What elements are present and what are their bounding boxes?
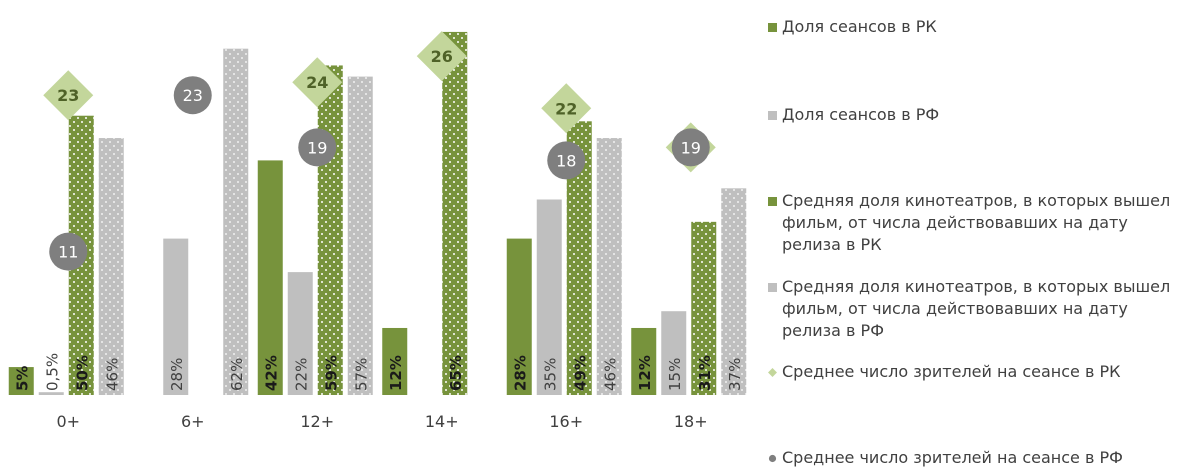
marker (292, 57, 343, 108)
legend-item: Средняя доля кинотеатров, в которых выше… (766, 190, 1178, 256)
value-label: 42% (262, 355, 280, 391)
x-tick-label: 6+ (181, 412, 205, 431)
value-label: 18 (556, 151, 576, 170)
bar (347, 76, 373, 395)
bar (442, 31, 468, 396)
x-tick-label: 0+ (56, 412, 80, 431)
value-label: 23 (183, 86, 203, 105)
legend-swatch (768, 23, 777, 32)
value-label: 46% (601, 358, 619, 391)
value-label: 12% (387, 355, 405, 391)
value-label: 24 (306, 73, 328, 92)
bar (287, 272, 313, 395)
value-label: 19 (681, 138, 701, 157)
legend-swatch (768, 197, 777, 206)
x-tick-label: 14+ (425, 412, 459, 431)
bar (8, 367, 34, 395)
value-label: 22 (555, 99, 577, 118)
value-label: 35% (541, 358, 559, 391)
legend-swatch (768, 283, 777, 292)
value-label: 37% (726, 358, 744, 391)
legend-item: Среднее число зрителей на сеансе в РФ (766, 447, 1178, 469)
value-label: 22% (292, 358, 310, 391)
value-label: 23 (57, 86, 79, 105)
legend: Доля сеансов в РК Доля сеансов в РФ Средня… (766, 0, 1178, 469)
legend-swatch (768, 111, 777, 120)
marker (298, 128, 337, 167)
value-label: 15% (666, 358, 684, 391)
bar (223, 48, 249, 395)
marker (541, 83, 592, 134)
chart: 0+ 6+ 12+ 14+ 16+ 18+ 5% 42% 12% 28% 12% 0,5% 28% 22%… (8, 31, 747, 431)
bar (257, 160, 283, 395)
legend-item: Средняя доля кинотеатров, в которых выше… (766, 276, 1178, 342)
bar (317, 65, 343, 395)
value-label: 50% (73, 355, 91, 391)
bar (382, 327, 408, 395)
value-label: 62% (228, 358, 246, 391)
value-label: 49% (571, 355, 589, 391)
x-tick-label: 12+ (300, 412, 334, 431)
legend-swatch (768, 368, 777, 377)
value-label: 57% (352, 358, 370, 391)
value-label: 28% (168, 358, 186, 391)
marker (43, 70, 94, 121)
value-label: 46% (103, 358, 121, 391)
marker (547, 141, 586, 180)
legend-label: Средняя доля кинотеатров, в которых выше… (782, 277, 1171, 340)
legend-item: Доля сеансов в РК (766, 16, 1178, 38)
legend-label: Доля сеансов в РК (782, 17, 937, 36)
bar (691, 221, 717, 395)
legend-item: Доля сеансов в РФ (766, 104, 1178, 126)
value-label: 31% (696, 355, 714, 391)
value-label: 65% (447, 355, 465, 391)
value-label: 12% (636, 355, 654, 391)
bar (38, 392, 64, 395)
bar (631, 327, 657, 395)
x-tick-label: 18+ (674, 412, 708, 431)
marker (671, 128, 710, 167)
marker (416, 31, 467, 82)
bar (536, 199, 562, 395)
legend-label: Доля сеансов в РФ (782, 105, 940, 124)
bar (506, 238, 532, 395)
bar (163, 238, 189, 395)
value-label: 59% (322, 355, 340, 391)
legend-label: Средняя доля кинотеатров, в которых выше… (782, 191, 1171, 254)
marker (173, 76, 212, 115)
legend-label: Среднее число зрителей на сеансе в РК (782, 362, 1121, 381)
bar (596, 138, 622, 396)
value-label: 28% (511, 355, 529, 391)
legend-item: Среднее число зрителей на сеансе в РК (766, 361, 1178, 383)
bar (661, 311, 687, 395)
value-label: 26 (431, 47, 453, 66)
marker (49, 232, 88, 271)
legend-label: Среднее число зрителей на сеансе в РФ (782, 448, 1123, 467)
legend-swatch (768, 454, 777, 463)
value-label: 0,5% (43, 353, 61, 391)
x-tick-label: 16+ (549, 412, 583, 431)
value-label: 5% (13, 366, 31, 391)
bar (721, 188, 747, 395)
bar (98, 138, 124, 396)
value-label: 19 (307, 138, 327, 157)
value-label: 11 (58, 243, 78, 262)
